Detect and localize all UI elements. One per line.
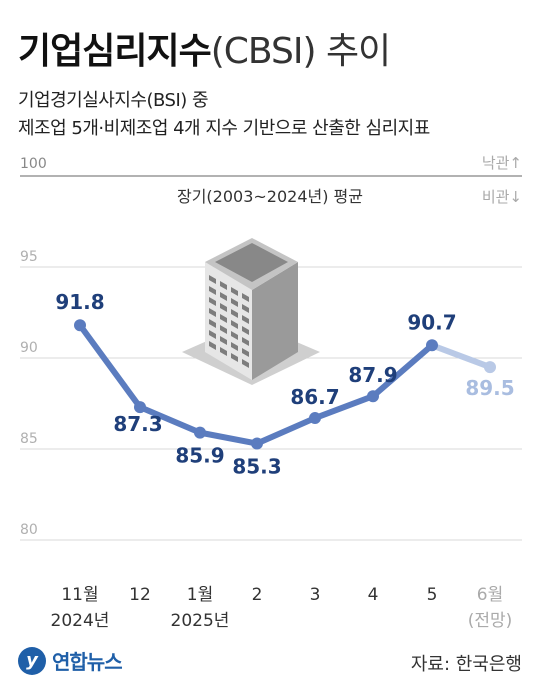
reference-caption: 장기(2003~2024년) 평균 [177, 187, 363, 206]
data-label: 89.5 [465, 376, 514, 400]
source-note: 자료: 한국은행 [410, 654, 522, 675]
yonhap-logo-icon: y [18, 646, 46, 675]
x-tick-label: 2025년 [171, 611, 230, 631]
x-tick-label: 6월 [477, 585, 503, 605]
optimistic-label: 낙관↑ [482, 154, 522, 172]
data-label: 90.7 [407, 310, 456, 334]
data-point [309, 412, 321, 425]
data-label: 85.9 [175, 444, 224, 468]
logo-text: 연합뉴스 [52, 650, 123, 674]
y-tick-label: 95 [20, 249, 38, 265]
data-label: 85.3 [232, 455, 281, 479]
data-label: 86.7 [290, 385, 339, 409]
x-tick-label: 5 [427, 585, 438, 605]
data-point [251, 437, 263, 450]
chart-title: 기업심리지수(CBSI) 추이 [18, 22, 391, 74]
office-building-icon [182, 238, 320, 385]
data-point [134, 401, 146, 414]
reference-value-label: 100 [20, 156, 47, 172]
x-tick-label: 1월 [187, 585, 213, 605]
x-tick-label: (전망) [468, 611, 513, 631]
subtitle-line-2: 제조업 5개·비제조업 4개 지수 기반으로 산출한 심리지표 [18, 118, 430, 139]
x-tick-label: 3 [310, 585, 321, 605]
forecast-line [429, 342, 493, 371]
data-label: 87.9 [348, 363, 397, 387]
x-tick-label: 12 [129, 585, 151, 605]
y-tick-label: 80 [20, 522, 38, 538]
x-tick-label: 4 [368, 585, 379, 605]
data-point [367, 390, 379, 403]
title-bold: 기업심리지수 [18, 31, 212, 72]
y-tick-label: 90 [20, 340, 38, 356]
data-point [484, 361, 496, 374]
pessimistic-label: 비관↓ [482, 188, 522, 206]
data-label: 91.8 [55, 290, 104, 314]
data-point [426, 339, 438, 352]
data-point [74, 319, 86, 332]
x-tick-label: 11월 [61, 585, 98, 605]
data-point [194, 426, 206, 439]
x-tick-label: 2 [252, 585, 263, 605]
data-label: 87.3 [113, 412, 162, 436]
yonhap-logo: y 연합뉴스 [18, 646, 123, 675]
subtitle-line-1: 기업경기실사지수(BSI) 중 [18, 90, 209, 111]
y-tick-label: 85 [20, 431, 38, 447]
title-light: (CBSI) 추이 [210, 31, 391, 72]
x-tick-label: 2024년 [51, 611, 110, 631]
